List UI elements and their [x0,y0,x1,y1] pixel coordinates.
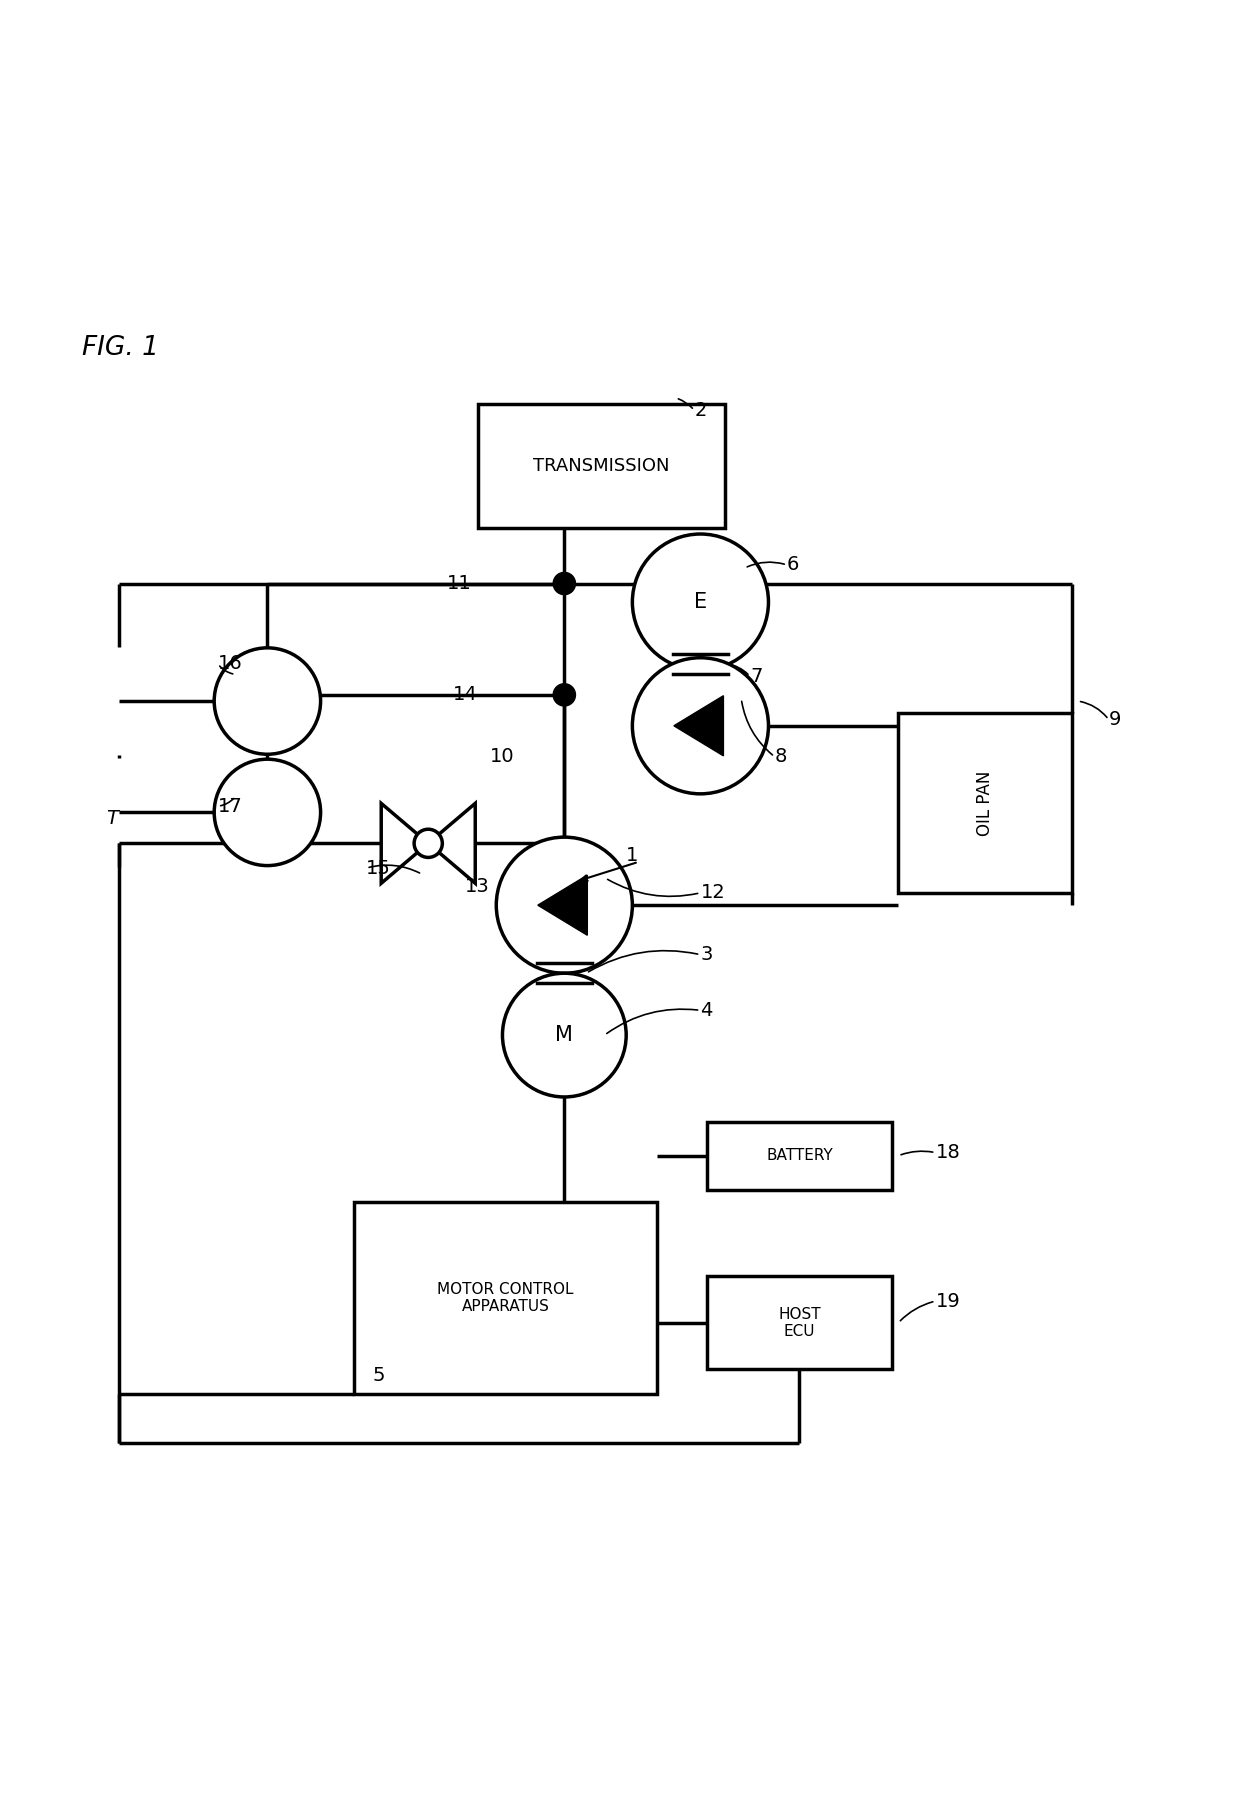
Text: T: T [107,809,119,829]
Text: 7: 7 [750,667,763,685]
Text: 11: 11 [446,574,471,593]
Polygon shape [428,804,475,883]
FancyBboxPatch shape [707,1122,893,1190]
FancyBboxPatch shape [353,1203,657,1393]
Polygon shape [538,876,588,935]
Circle shape [215,759,321,865]
Text: TRANSMISSION: TRANSMISSION [533,457,670,475]
Text: 9: 9 [1109,710,1121,730]
Text: 18: 18 [935,1144,960,1162]
Circle shape [632,534,769,671]
Text: 5: 5 [372,1366,386,1384]
Text: M: M [556,1025,573,1045]
FancyBboxPatch shape [898,714,1071,894]
Text: 4: 4 [701,1001,713,1019]
Text: 1: 1 [626,847,639,865]
Text: 12: 12 [701,883,725,903]
Circle shape [553,683,575,707]
Circle shape [502,973,626,1097]
FancyBboxPatch shape [707,1277,893,1368]
Text: 13: 13 [465,877,490,895]
Text: 15: 15 [366,859,392,877]
Text: MOTOR CONTROL
APPARATUS: MOTOR CONTROL APPARATUS [438,1282,574,1314]
Text: 6: 6 [787,556,800,574]
Text: 10: 10 [490,748,515,766]
Text: 16: 16 [218,654,243,674]
Circle shape [496,838,632,973]
Text: 8: 8 [775,748,787,766]
Text: 2: 2 [694,401,707,419]
Text: 17: 17 [218,797,243,816]
Text: BATTERY: BATTERY [766,1149,833,1163]
FancyBboxPatch shape [477,405,725,529]
Text: 3: 3 [701,946,713,964]
Text: 19: 19 [935,1291,960,1311]
Text: OIL PAN: OIL PAN [976,770,994,836]
Circle shape [414,829,443,858]
Polygon shape [673,696,723,755]
Circle shape [632,658,769,795]
Text: HOST
ECU: HOST ECU [777,1307,821,1340]
Text: 14: 14 [453,685,477,705]
Text: FIG. 1: FIG. 1 [82,336,159,361]
Text: E: E [694,592,707,611]
Circle shape [553,572,575,595]
Polygon shape [381,804,428,883]
Circle shape [215,647,321,753]
